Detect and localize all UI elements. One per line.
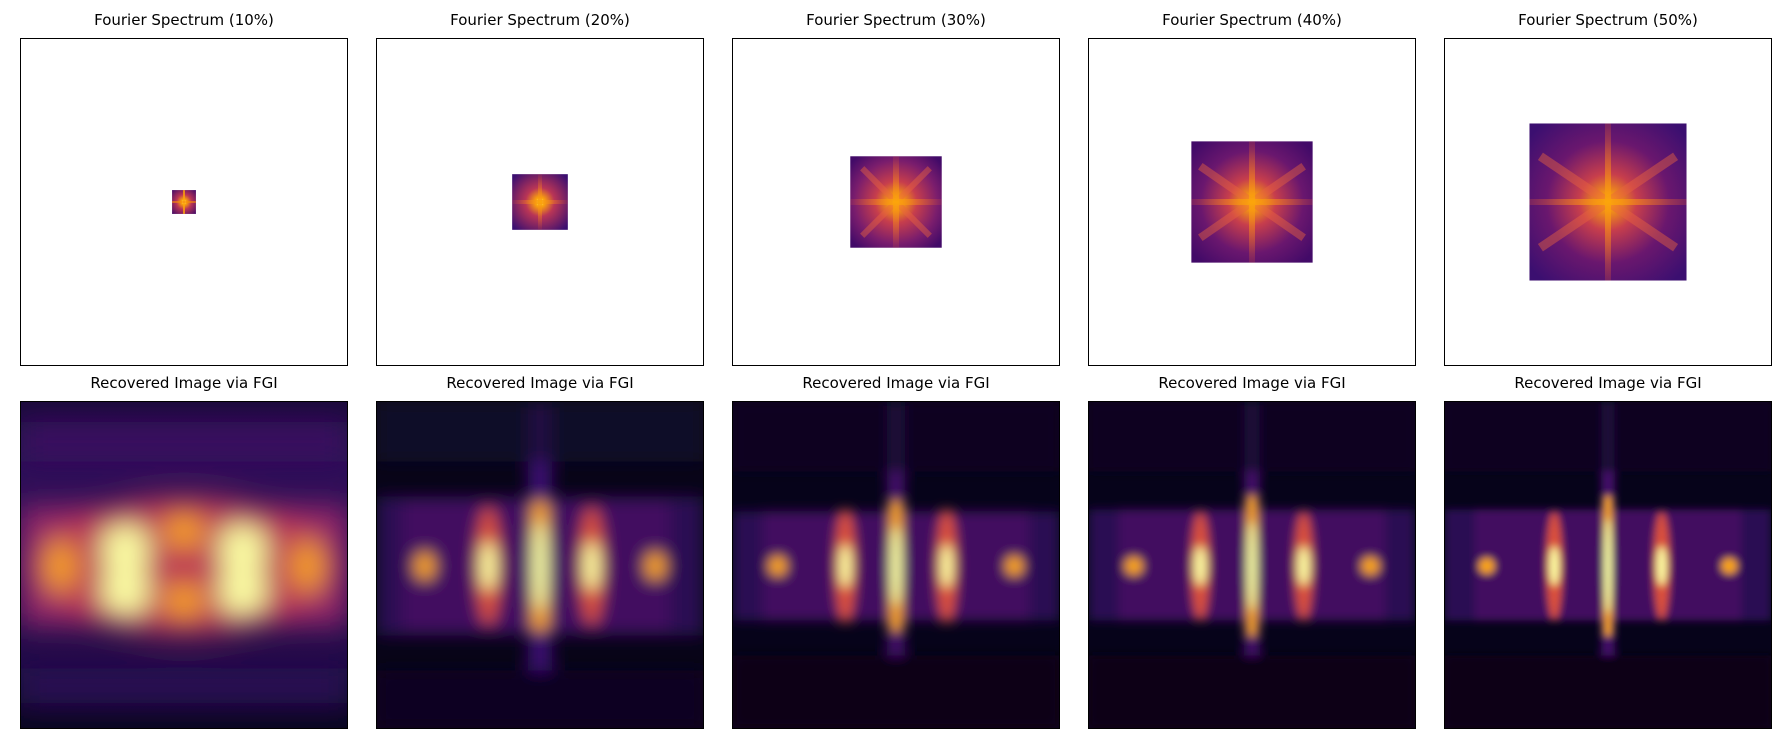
recovered-panel-30 [732,401,1060,729]
recovered-image-20 [377,402,703,728]
recovered-image-30 [733,402,1059,728]
recovered-panel-20 [376,401,704,729]
spectrum-panel-20 [376,38,704,366]
recovered-panel-40 [1088,401,1416,729]
recovered-image-10 [21,402,347,728]
spectrum-image-40 [1191,141,1313,263]
spectrum-image-30 [850,156,942,248]
recovered-panel-10 [20,401,348,729]
spectrum-image-10 [172,190,196,214]
recovered-title-1: Recovered Image via FGI [90,374,278,392]
spectrum-panel-40 [1088,38,1416,366]
spectrum-title-30: Fourier Spectrum (30%) [806,11,986,29]
spectrum-panel-50 [1444,38,1772,366]
spectrum-title-40: Fourier Spectrum (40%) [1162,11,1342,29]
recovered-title-3: Recovered Image via FGI [802,374,990,392]
spectrum-title-10: Fourier Spectrum (10%) [94,11,274,29]
spectrum-title-50: Fourier Spectrum (50%) [1518,11,1698,29]
recovered-image-50 [1445,402,1771,728]
spectrum-title-20: Fourier Spectrum (20%) [450,11,630,29]
spectrum-panel-30 [732,38,1060,366]
spectrum-image-50 [1529,123,1687,281]
recovered-image-40 [1089,402,1415,728]
spectrum-image-20 [512,174,568,230]
recovered-panel-50 [1444,401,1772,729]
recovered-title-2: Recovered Image via FGI [446,374,634,392]
recovered-title-4: Recovered Image via FGI [1158,374,1346,392]
spectrum-panel-10 [20,38,348,366]
recovered-title-5: Recovered Image via FGI [1514,374,1702,392]
